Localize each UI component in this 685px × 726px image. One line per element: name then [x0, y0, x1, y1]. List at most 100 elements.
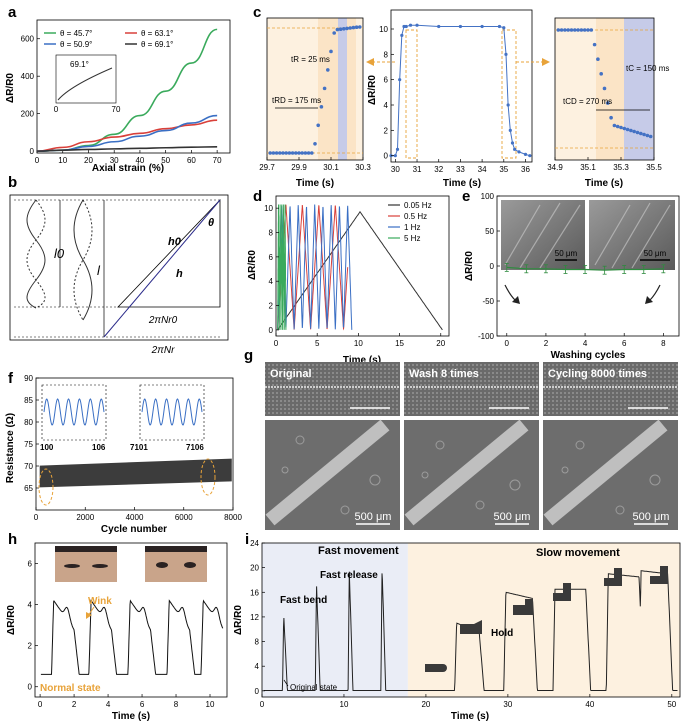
a-x-tick-label: 60	[187, 156, 196, 165]
f-inset2-start: 7101	[130, 443, 148, 452]
c-mid-point	[408, 23, 413, 27]
c-right-point	[566, 28, 570, 32]
c-mid-y-tick-label: 4	[384, 101, 389, 110]
i-annot-original: Original state	[290, 683, 338, 692]
panel-e-plot	[504, 262, 666, 275]
panel-d-xlabel: Time (s)	[343, 355, 381, 366]
panel-d: d 0 2 4 6 8 10 0 5 10 15 20 ΔR/R0 Time (s) 0.05 H…	[247, 188, 450, 366]
c-right-point	[639, 131, 643, 136]
d-x-tick-label: 5	[315, 339, 320, 348]
c-left-point	[281, 151, 285, 155]
c-mid-y-tick-label: 6	[384, 76, 389, 85]
c-mid-x-tick-label: 33	[456, 165, 465, 174]
e-x-tick-label: 0	[505, 339, 510, 348]
panel-g-label: g	[244, 347, 253, 364]
c-right-point	[599, 72, 603, 76]
f-inset-wave-1	[141, 398, 203, 426]
c-left-point	[313, 141, 317, 146]
d-y-tick-label: 10	[264, 204, 273, 213]
panel-c-label: c	[253, 4, 261, 21]
c-mid-point	[393, 154, 397, 158]
panel-c-left-xticks: 29.7 29.9 30.1 30.3	[259, 157, 371, 172]
c-right-point	[648, 134, 653, 139]
c-left-point	[335, 27, 340, 32]
label-theta: θ	[208, 217, 214, 229]
h-y-tick-label: 0	[28, 683, 33, 692]
panel-c-left-axes	[266, 17, 364, 161]
i-annot-hold: Hold	[491, 628, 513, 639]
d-y-tick-label: 8	[269, 229, 274, 238]
c-right-point	[573, 28, 577, 32]
c-annot-tr: tR = 25 ms	[291, 55, 330, 64]
d-y-tick-label: 6	[269, 253, 274, 262]
c-right-x-tick-label: 34.9	[547, 163, 563, 172]
panel-e-label: e	[462, 188, 470, 205]
d-y-tick-label: 4	[269, 277, 274, 286]
a-x-tick-label: 0	[35, 156, 40, 165]
panel-a-label: a	[8, 4, 17, 21]
c-right-x-tick-label: 35.1	[580, 163, 596, 172]
a-series-line-2	[36, 114, 218, 152]
a-y-tick-label: 0	[30, 147, 35, 156]
c-right-point	[582, 28, 587, 32]
panel-f-yticks: 65 70 75 80 85 90	[24, 374, 39, 493]
c-left-point	[322, 86, 327, 91]
panel-e-ylabel: ΔR/R0	[464, 251, 475, 281]
c-left-point	[316, 123, 321, 128]
c-left-point	[351, 25, 356, 30]
c-left-point	[342, 27, 346, 31]
legend-45-7: θ = 45.7°	[60, 29, 92, 38]
c-right-point	[612, 123, 617, 128]
c-left-point	[287, 151, 292, 155]
f-y-tick-label: 75	[24, 440, 33, 449]
c-mid-point	[513, 147, 517, 151]
i-bg-slow	[407, 543, 680, 697]
e-y-tick-label: 50	[485, 227, 494, 236]
g-img-top-1	[265, 362, 400, 416]
d-x-tick-label: 15	[395, 339, 404, 348]
i-y-tick-label: 4	[255, 662, 260, 671]
h-y-tick-label: 6	[28, 560, 33, 569]
h-y-tick-label: 2	[28, 642, 33, 651]
h-y-tick-label: 4	[28, 601, 33, 610]
legend-50-9: θ = 50.9°	[60, 40, 92, 49]
panel-e-image-left	[501, 200, 585, 270]
c-right-x-tick-label: 35.3	[613, 163, 629, 172]
c-mid-point	[523, 152, 528, 156]
label-2pinr0: 2πNr0	[148, 315, 178, 326]
e-x-tick-label: 8	[661, 339, 666, 348]
panel-f-ylabel: Resistance (Ω)	[5, 413, 16, 483]
e-x-tick-label: 4	[583, 339, 588, 348]
i-x-tick-label: 20	[421, 700, 430, 709]
c-right-point	[602, 86, 607, 91]
panel-i-xlabel: Time (s)	[451, 711, 489, 722]
h-x-tick-label: 2	[72, 700, 77, 709]
panel-h-xlabel: Time (s)	[112, 711, 150, 722]
a-x-tick-label: 50	[161, 156, 170, 165]
c-right-point	[606, 101, 610, 105]
panel-f-label: f	[8, 370, 14, 387]
label-h0: h0	[168, 236, 182, 248]
c-left-point	[319, 105, 324, 109]
f-y-tick-label: 80	[24, 418, 33, 427]
a-y-tick-label: 600	[21, 35, 35, 44]
panel-e-xlabel: Washing cycles	[551, 350, 626, 361]
c-right-point	[619, 125, 623, 130]
panel-d-ylabel: ΔR/R0	[247, 250, 258, 280]
f-inset1-end: 106	[92, 443, 106, 452]
i-y-tick-label: 16	[250, 588, 259, 597]
label-l: l	[97, 263, 101, 278]
c-left-point	[297, 151, 301, 155]
panel-f-xlabel: Cycle number	[101, 524, 167, 535]
panel-g: g Original Wash 8 times Cycling 8000 tim…	[244, 347, 678, 530]
g-scalebar-3: 500 μm	[633, 511, 670, 523]
f-inset-wave-0	[43, 398, 105, 426]
c-mid-point	[400, 33, 404, 37]
panel-a-legend: θ = 45.7° θ = 50.9° θ = 63.1° θ = 69.1°	[44, 29, 173, 49]
c-left-x-tick-label: 29.9	[291, 163, 307, 172]
c-mid-point	[528, 154, 532, 158]
d-x-tick-label: 10	[354, 339, 363, 348]
c-mid-x-tick-label: 35	[499, 165, 508, 174]
i-annot-fast-movement: Fast movement	[318, 545, 399, 557]
